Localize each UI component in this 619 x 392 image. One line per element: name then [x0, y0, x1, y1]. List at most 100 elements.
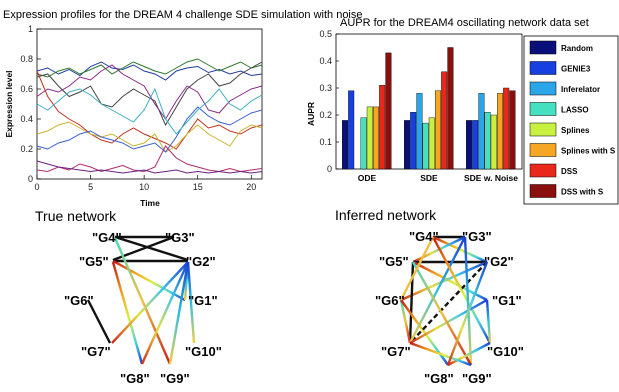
category-label: SDE w. Noise	[464, 173, 518, 183]
category-label: ODE	[358, 173, 377, 183]
bar	[422, 122, 429, 170]
y-tick-label: 0.8	[20, 54, 33, 64]
plot-area	[36, 28, 263, 180]
node-g6: "G6"	[64, 293, 94, 308]
edge	[409, 341, 472, 367]
legend-box	[523, 35, 619, 205]
true-network-title: True network	[35, 208, 117, 224]
y-tick-label: 0.6	[20, 84, 33, 94]
true-network: True network "G4" "G3" "G5" "G2" "G6" "G…	[35, 208, 222, 386]
bar	[428, 117, 435, 170]
edge	[446, 261, 489, 366]
chart-title: Expression profiles for the DREAM 4 chal…	[3, 9, 363, 21]
aupr-chart: AUPR for the DREAM4 oscillating network …	[306, 17, 619, 205]
bar	[404, 120, 411, 170]
bar-y-tick-label: 0.1	[319, 137, 332, 147]
bar	[497, 93, 504, 170]
edge	[168, 261, 190, 365]
bar	[385, 52, 392, 170]
edge	[463, 236, 473, 366]
series-lines	[36, 58, 263, 174]
bar	[360, 117, 367, 170]
legend-swatch	[529, 81, 557, 96]
x-tick-label: 5	[88, 182, 93, 192]
node-g3: "G3"	[165, 230, 195, 245]
edge	[431, 236, 492, 344]
node-g4: "G4"	[409, 229, 439, 244]
bar-y-tick-label: 0	[327, 164, 332, 174]
edge	[399, 299, 412, 344]
edge	[411, 261, 473, 366]
series-line	[36, 106, 263, 153]
series-line	[36, 121, 263, 153]
inferred-network: Inferred network "G4" "G3"	[335, 207, 524, 386]
bar	[484, 112, 491, 170]
bar	[509, 90, 516, 170]
legend-label: Random	[561, 44, 593, 53]
edge	[409, 261, 488, 344]
bar-y-ticks: 0 0.1 0.2 0.3 0.4 0.5	[319, 29, 339, 174]
edge	[111, 261, 144, 365]
x-tick-label: 15	[193, 182, 203, 192]
series-line	[36, 61, 263, 81]
node-g9: "G9"	[160, 371, 190, 386]
series-line	[36, 160, 263, 174]
bar	[490, 114, 497, 170]
bar	[503, 87, 510, 170]
series-line	[36, 61, 263, 127]
legend-label: LASSO	[561, 106, 589, 115]
bars	[342, 47, 516, 170]
node-g5: "G5"	[379, 254, 409, 269]
x-tick-label: 0	[34, 182, 39, 192]
bar-chart-title: AUPR for the DREAM4 oscillating network …	[340, 17, 589, 29]
x-axis-ticks: 0 5 10 15 20	[34, 175, 256, 192]
series-line	[36, 87, 263, 135]
bar	[478, 93, 485, 170]
bar	[416, 93, 423, 170]
bar-y-tick-label: 0.3	[319, 83, 332, 93]
bar	[472, 120, 479, 170]
category-labels: ODE SDE SDE w. Noise	[358, 173, 518, 183]
bar-y-tick-label: 0.5	[319, 29, 332, 39]
node-g1: "G1"	[492, 293, 522, 308]
node-g7: "G7"	[381, 344, 411, 359]
y-tick-label: 0	[28, 174, 33, 184]
edge	[408, 261, 415, 344]
series-line	[36, 70, 263, 150]
y-tick-label: 0.2	[20, 144, 33, 154]
x-tick-label: 20	[246, 182, 256, 192]
bar-y-tick-label: 0.4	[319, 56, 332, 66]
legend-label: DSS	[561, 167, 578, 176]
inferred-network-edges	[399, 235, 492, 367]
node-g5: "G5"	[79, 254, 109, 269]
node-g8: "G8"	[424, 371, 454, 386]
series-line	[36, 58, 263, 78]
x-tick-label: 10	[139, 182, 149, 192]
expression-chart: Expression profiles for the DREAM 4 chal…	[3, 9, 363, 208]
true-network-nodes: "G4" "G3" "G5" "G2" "G6" "G1" "G7" "G10"…	[64, 230, 222, 386]
legend-label: Splines	[561, 126, 590, 135]
node-g7: "G7"	[81, 344, 111, 359]
bar	[379, 85, 386, 170]
series-line	[36, 64, 263, 120]
legend-swatch	[529, 40, 557, 55]
node-g8: "G8"	[120, 371, 150, 386]
bar	[348, 90, 355, 170]
legend-swatch	[529, 184, 557, 198]
edge	[86, 299, 112, 344]
node-g10: "G10"	[185, 344, 222, 359]
legend-swatch	[529, 102, 557, 116]
node-g3: "G3"	[462, 229, 492, 244]
edge	[409, 298, 488, 345]
edge	[140, 261, 190, 365]
bar	[441, 71, 448, 170]
edge	[111, 261, 189, 344]
edge	[399, 236, 435, 301]
bar	[342, 120, 349, 170]
node-g10: "G10"	[487, 344, 524, 359]
bar	[366, 106, 373, 170]
inferred-network-title: Inferred network	[335, 207, 437, 223]
y-tick-label: 1	[28, 24, 33, 34]
node-g1: "G1"	[188, 293, 218, 308]
